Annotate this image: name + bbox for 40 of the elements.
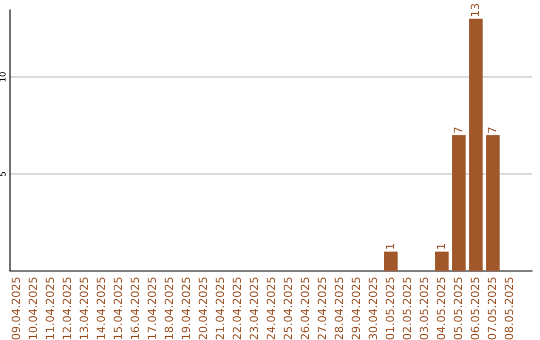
x-tick-label: 11.04.2025 bbox=[46, 278, 54, 339]
x-tick-label: 07.05.2025 bbox=[488, 278, 496, 340]
x-tick-label: 19.04.2025 bbox=[182, 278, 190, 339]
data-label: 13 bbox=[470, 4, 480, 16]
data-label: 7 bbox=[488, 127, 496, 133]
x-tick-label: 20.04.2025 bbox=[198, 278, 208, 340]
x-tick-label: 22.04.2025 bbox=[232, 278, 242, 340]
x-tick-label: 18.04.2025 bbox=[164, 278, 174, 339]
bar bbox=[384, 252, 398, 271]
bar bbox=[435, 252, 449, 271]
x-tick-label: 02.05.2025 bbox=[402, 278, 412, 340]
data-label: 1 bbox=[386, 244, 394, 249]
bar bbox=[469, 18, 483, 271]
x-tick-label: 23.04.2025 bbox=[250, 278, 258, 340]
x-tick-label: 01.05.2025 bbox=[386, 278, 394, 340]
x-tick-label: 12.04.2025 bbox=[62, 278, 72, 339]
x-tick-label: 21.04.2025 bbox=[216, 278, 224, 340]
bar bbox=[486, 135, 500, 271]
x-tick-label: 29.04.2025 bbox=[352, 278, 360, 340]
x-tick-label: 14.04.2025 bbox=[96, 278, 106, 339]
x-tick-label: 30.04.2025 bbox=[368, 278, 378, 340]
x-tick-label: 03.05.2025 bbox=[420, 278, 428, 340]
x-tick-label: 24.04.2025 bbox=[266, 278, 276, 340]
x-tick-label: 16.04.2025 bbox=[130, 278, 140, 339]
x-tick-label: 06.05.2025 bbox=[470, 278, 480, 340]
x-tick-label: 25.04.2025 bbox=[284, 278, 292, 340]
x-tick-label: 17.04.2025 bbox=[148, 278, 156, 339]
data-label: 1 bbox=[436, 244, 445, 249]
x-tick-label: 13.04.2025 bbox=[80, 278, 88, 339]
x-tick-label: 15.04.2025 bbox=[114, 278, 122, 339]
bar bbox=[452, 135, 466, 271]
x-tick-label: 08.05.2025 bbox=[504, 278, 514, 340]
x-tick-label: 09.04.2025 bbox=[12, 278, 20, 340]
x-tick-label: 04.05.2025 bbox=[436, 278, 446, 340]
x-tick-label: 05.05.2025 bbox=[454, 278, 462, 340]
x-tick-label: 27.04.2025 bbox=[318, 278, 326, 340]
x-tick-label: 10.04.2025 bbox=[28, 278, 38, 339]
x-tick-label: 26.04.2025 bbox=[300, 278, 310, 340]
data-label: 7 bbox=[454, 127, 462, 133]
x-tick-label: 28.04.2025 bbox=[334, 278, 344, 340]
